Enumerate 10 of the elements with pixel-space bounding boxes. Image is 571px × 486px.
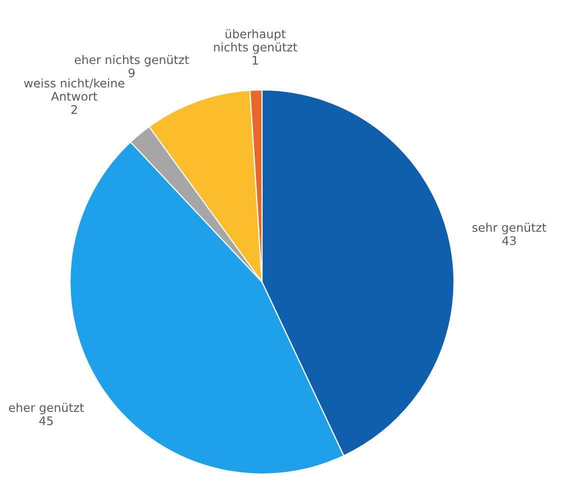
- slice-label: eher genützt: [9, 402, 84, 414]
- slice-label: weiss nicht/keine Antwort: [24, 78, 124, 101]
- data-label: 43: [502, 236, 516, 246]
- data-label: 9: [128, 68, 135, 78]
- slice-label: eher nichts genützt: [74, 55, 189, 66]
- data-label: 2: [71, 105, 77, 114]
- data-label: 45: [39, 416, 53, 426]
- data-label: 1: [252, 56, 258, 65]
- slice-label: sehr genützt: [472, 222, 546, 234]
- slice-label: überhaupt nichts genützt: [214, 29, 298, 54]
